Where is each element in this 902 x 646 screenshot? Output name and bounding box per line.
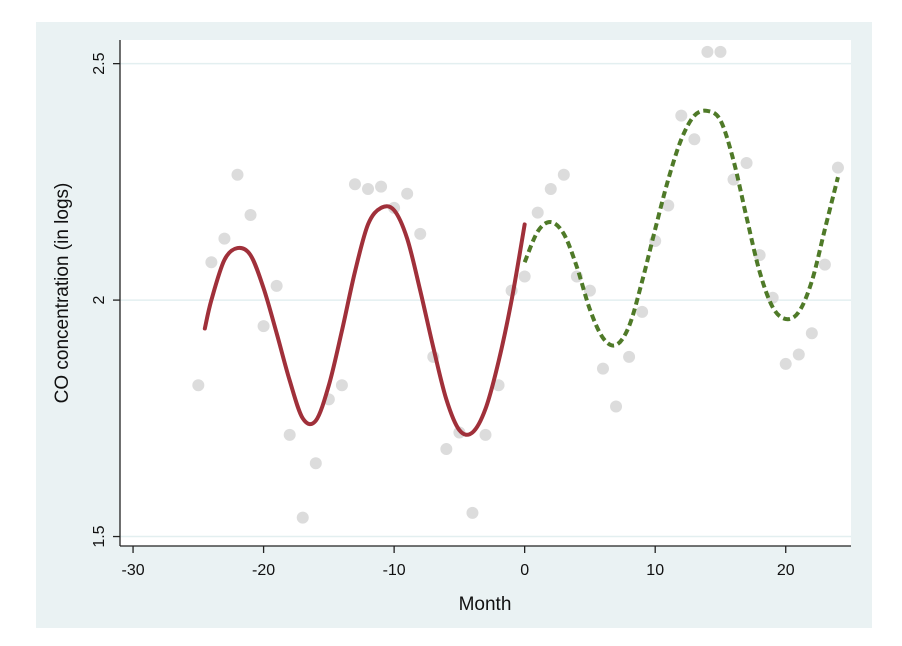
data-point (531, 206, 544, 219)
plot-area (120, 40, 851, 546)
fitted-curves (202, 108, 840, 437)
data-point (610, 400, 623, 413)
y-tick-label: 2 (91, 296, 108, 305)
data-point (714, 45, 727, 58)
data-point (192, 379, 205, 392)
data-point (479, 428, 492, 441)
data-point (623, 350, 636, 363)
data-point (805, 327, 818, 340)
data-point (636, 305, 649, 318)
data-point (492, 379, 505, 392)
data-point (831, 161, 844, 174)
data-point (701, 45, 714, 58)
data-point (231, 168, 244, 181)
data-points (192, 45, 844, 524)
data-point (675, 109, 688, 122)
y-axis-title: CO concentration (in logs) (52, 183, 73, 404)
data-point (466, 506, 479, 519)
y-tick-label: 1.5 (91, 525, 108, 547)
x-axis-title: Month (459, 594, 512, 615)
data-point (296, 511, 309, 524)
axis-ticks: -30 -20 -10 0 10 20 1.5 2 2.5 (91, 52, 795, 579)
data-point (309, 457, 322, 470)
data-point (283, 428, 296, 441)
x-tick-label: 20 (777, 562, 795, 579)
data-point (818, 258, 831, 271)
gridlines (120, 62, 851, 538)
x-tick-label: -30 (121, 562, 144, 579)
x-tick-label: 10 (646, 562, 664, 579)
data-point (688, 133, 701, 146)
data-point (544, 182, 557, 195)
data-point (440, 443, 453, 456)
x-tick-label: 0 (520, 562, 529, 579)
data-point (348, 178, 361, 191)
x-tick-label: -10 (383, 562, 406, 579)
data-point (375, 180, 388, 193)
data-point (270, 279, 283, 292)
data-point (218, 232, 231, 245)
data-point (244, 208, 257, 221)
data-point (518, 270, 531, 283)
data-point (766, 291, 779, 304)
x-tick-label: -20 (252, 562, 275, 579)
fitted-curve-solid (202, 204, 527, 437)
fitted-curve-dashed (522, 108, 840, 348)
data-point (205, 256, 218, 269)
data-point (596, 362, 609, 375)
data-point (662, 199, 675, 212)
data-point (414, 227, 427, 240)
data-point (740, 156, 753, 169)
y-tick-label: 2.5 (91, 52, 108, 74)
data-point (401, 187, 414, 200)
data-point (335, 379, 348, 392)
data-point (257, 320, 270, 333)
data-point (779, 357, 792, 370)
data-point (557, 168, 570, 181)
data-point (792, 348, 805, 361)
data-point (362, 182, 375, 195)
